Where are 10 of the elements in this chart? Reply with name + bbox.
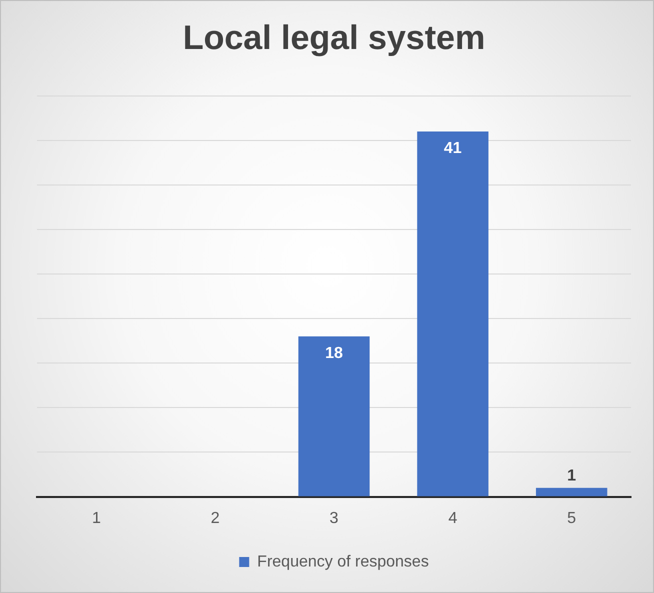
x-tick-label: 3 [330, 510, 339, 527]
data-label: 18 [325, 344, 343, 362]
data-label: 1 [567, 467, 576, 484]
data-label: 41 [444, 140, 462, 157]
x-tick-label: 1 [92, 510, 101, 527]
chart-title: Local legal system [182, 18, 486, 57]
legend-label: Frequency of responses [257, 553, 429, 570]
x-tick-label: 5 [567, 510, 576, 527]
x-tick-label: 4 [448, 510, 458, 527]
x-tick-label: 2 [210, 510, 220, 527]
